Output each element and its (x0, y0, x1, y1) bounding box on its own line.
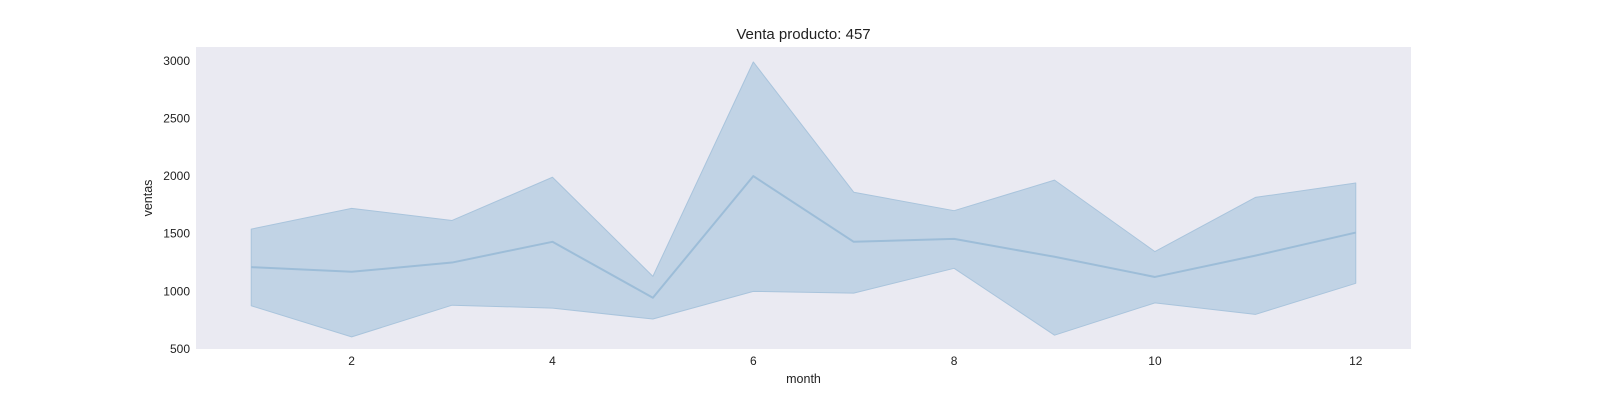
mean-line (251, 175, 1356, 299)
x-axis-label: month (786, 372, 821, 386)
confidence-band (250, 61, 1357, 338)
y-tick-label: 1500 (163, 227, 190, 241)
mean-line-layer (251, 175, 1356, 299)
y-tick-label: 1000 (163, 284, 190, 298)
y-tick-label: 2500 (163, 111, 190, 125)
x-tick-label: 6 (750, 354, 757, 368)
y-axis-label: ventas (141, 180, 155, 217)
y-tick-labels: 500 1000 1500 2000 2500 3000 (163, 54, 190, 356)
x-tick-label: 4 (549, 354, 556, 368)
confidence-band-layer (250, 61, 1357, 338)
x-tick-labels: 2 4 6 8 10 12 (348, 354, 1362, 368)
chart-title: Venta producto: 457 (736, 26, 870, 43)
y-tick-label: 2000 (163, 169, 190, 183)
x-tick-label: 12 (1349, 354, 1363, 368)
y-tick-label: 3000 (163, 54, 190, 68)
x-tick-label: 8 (951, 354, 958, 368)
x-tick-label: 2 (348, 354, 355, 368)
y-tick-label: 500 (170, 342, 190, 356)
x-tick-label: 10 (1148, 354, 1162, 368)
